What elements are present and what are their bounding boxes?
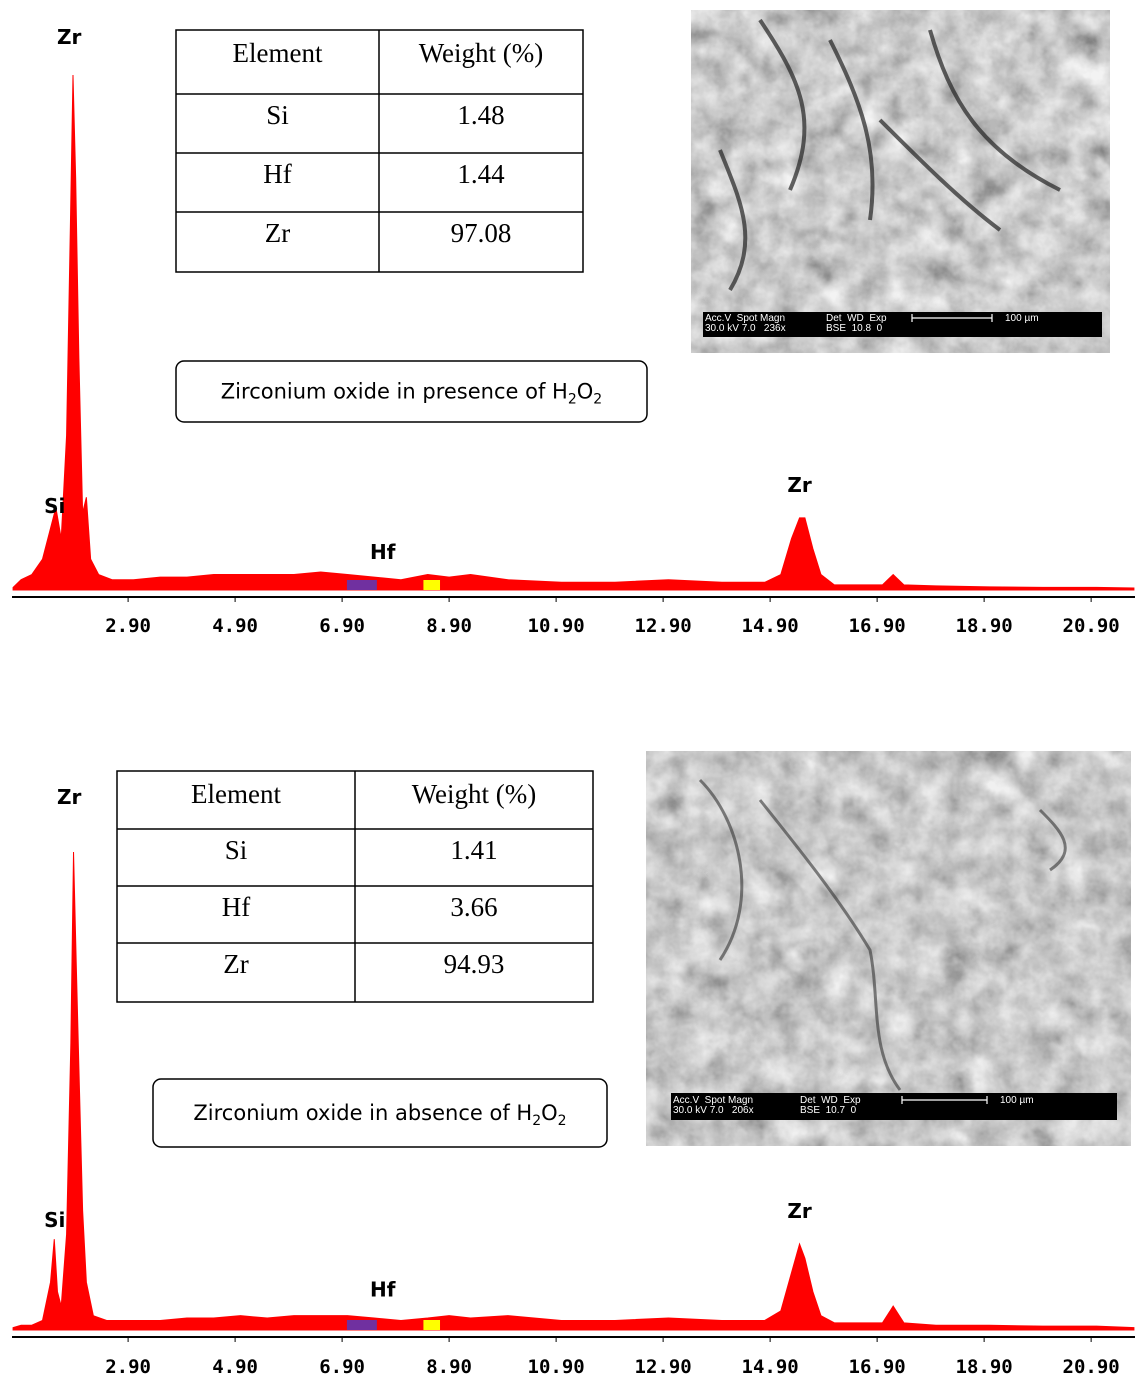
table-cell: Hf xyxy=(263,159,292,189)
figure: 2.90 4.90 6.90 8.90 10.90 12.90 14.90 16.90 18.9… xyxy=(0,0,1135,1389)
table-header: Element xyxy=(191,779,281,809)
x-tick-label: 10.90 xyxy=(528,615,585,637)
peak-label: Si xyxy=(44,494,65,518)
caption-part: O xyxy=(577,380,594,404)
table-cell: Si xyxy=(225,835,248,865)
table-header: Weight (%) xyxy=(419,38,544,68)
peak-label: Zr xyxy=(57,785,82,809)
x-tick-label: 20.90 xyxy=(1063,1356,1120,1378)
caption: Zirconium oxide in absence of H2O2 xyxy=(193,1101,566,1129)
sem-info: BSE 10.7 0 xyxy=(800,1105,857,1116)
x-tick-label: 14.90 xyxy=(742,615,799,637)
caption-part: Zirconium oxide in presence of H xyxy=(221,380,568,404)
marker-region xyxy=(423,580,440,590)
table-cell: 1.41 xyxy=(450,835,497,865)
caption-part: 2 xyxy=(568,392,577,408)
sem-image xyxy=(691,10,1110,353)
caption-part: Zirconium oxide in absence of H xyxy=(193,1101,532,1125)
sem-info: 30.0 kV 7.0 236x xyxy=(705,323,786,334)
x-tick-label: 4.90 xyxy=(212,615,258,637)
x-tick-label: 6.90 xyxy=(319,1356,365,1378)
x-tick-label: 12.90 xyxy=(635,1356,692,1378)
peak-label: Si xyxy=(44,1208,65,1232)
x-tick-label: 10.90 xyxy=(528,1356,585,1378)
sem-image xyxy=(646,751,1131,1146)
caption-part: 2 xyxy=(558,1113,567,1129)
table-cell: Zr xyxy=(223,949,248,979)
marker-region xyxy=(347,1320,377,1330)
caption-part: O xyxy=(541,1101,558,1125)
x-tick-label: 8.90 xyxy=(426,615,472,637)
peak-label: Zr xyxy=(787,473,812,497)
x-tick-label: 20.90 xyxy=(1063,615,1120,637)
x-tick-label: 2.90 xyxy=(105,615,151,637)
sem-scale: 100 µm xyxy=(1005,313,1039,324)
x-tick-label: 8.90 xyxy=(426,1356,472,1378)
x-tick-label: 16.90 xyxy=(849,615,906,637)
table-cell: 1.48 xyxy=(457,100,504,130)
table-cell: Hf xyxy=(222,892,251,922)
caption-part: 2 xyxy=(532,1113,541,1129)
peak-label: Hf xyxy=(370,1278,396,1302)
x-tick-label: 4.90 xyxy=(212,1356,258,1378)
table-cell: 94.93 xyxy=(444,949,505,979)
x-tick-label: 6.90 xyxy=(319,615,365,637)
peak-label: Zr xyxy=(787,1199,812,1223)
table-cell: 3.66 xyxy=(450,892,497,922)
table-cell: Zr xyxy=(265,218,290,248)
x-tick-label: 14.90 xyxy=(742,1356,799,1378)
marker-region xyxy=(347,580,377,590)
x-tick-label: 18.90 xyxy=(956,615,1013,637)
table-cell: Si xyxy=(266,100,289,130)
sem-scale: 100 µm xyxy=(1000,1095,1034,1106)
x-tick-label: 2.90 xyxy=(105,1356,151,1378)
sem-info: 30.0 kV 7.0 206x xyxy=(673,1105,754,1116)
marker-region xyxy=(423,1320,440,1330)
table-cell: 1.44 xyxy=(457,159,505,189)
peak-label: Zr xyxy=(57,25,82,49)
caption-part: 2 xyxy=(593,392,602,408)
x-tick-label: 12.90 xyxy=(635,615,692,637)
table-header: Weight (%) xyxy=(412,779,537,809)
x-tick-label: 16.90 xyxy=(849,1356,906,1378)
table-cell: 97.08 xyxy=(451,218,512,248)
caption: Zirconium oxide in presence of H2O2 xyxy=(221,380,602,408)
peak-label: Hf xyxy=(370,540,396,564)
x-tick-label: 18.90 xyxy=(956,1356,1013,1378)
table-header: Element xyxy=(233,38,323,68)
sem-info: BSE 10.8 0 xyxy=(826,323,883,334)
